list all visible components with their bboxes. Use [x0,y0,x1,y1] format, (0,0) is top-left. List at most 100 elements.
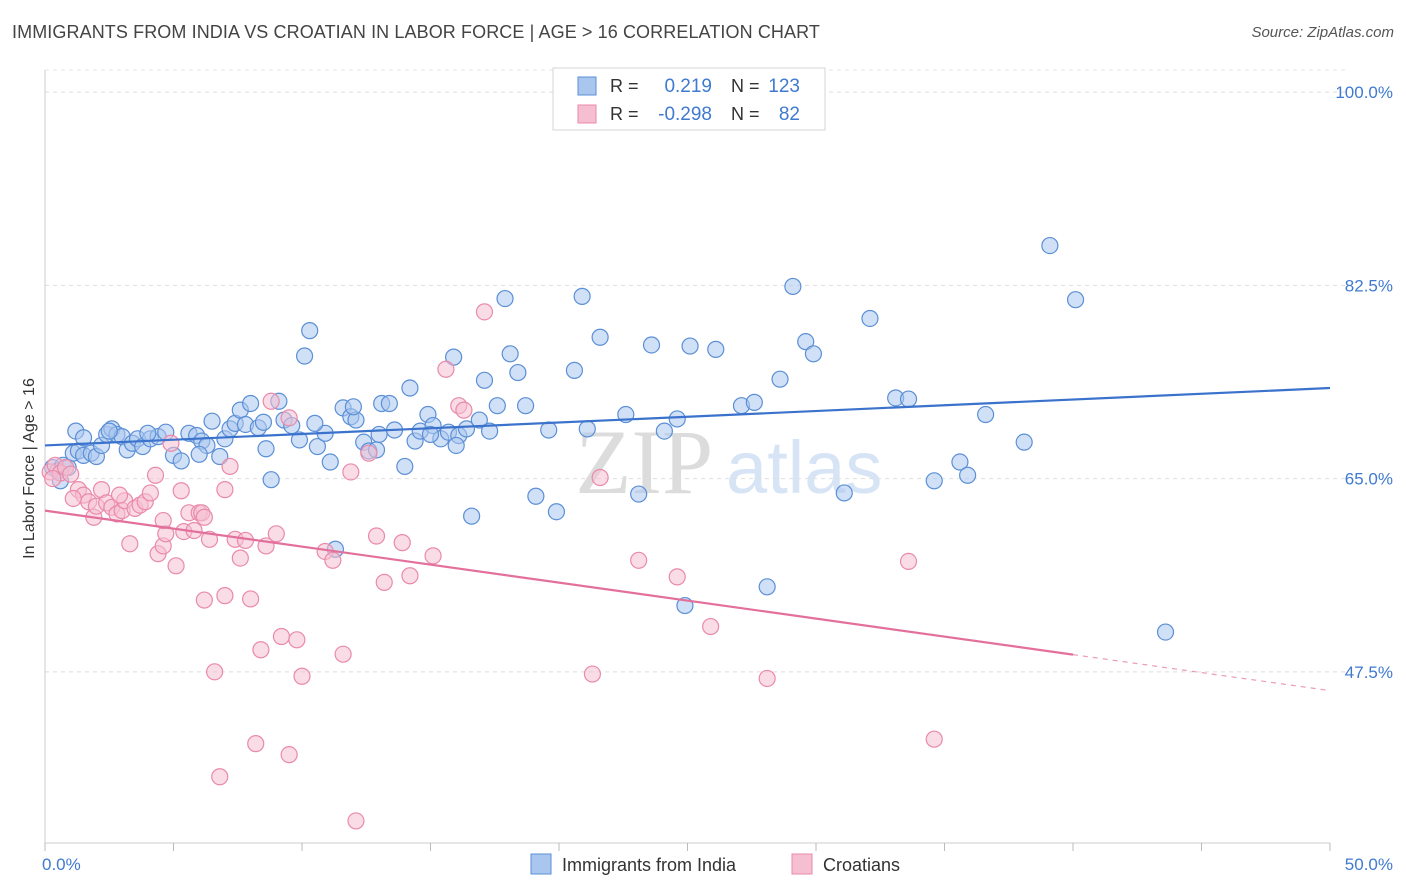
croatian-point [401,567,419,585]
india-point [445,348,463,366]
y-tick-label: 100.0% [1335,83,1393,102]
india-point [797,333,815,351]
india-point [380,394,398,413]
india-point [139,424,157,442]
croatian-point [324,551,342,569]
croatian-point [758,669,776,688]
india-point [401,379,419,397]
croatian-point [288,631,306,649]
croatian-point [200,530,219,548]
croatian-point [167,557,185,575]
y-tick-label: 65.0% [1345,470,1393,489]
series-india [44,236,1175,641]
legend-r-value: 0.219 [664,76,712,97]
legend-r-value: -0.298 [658,104,712,125]
croatian-point [280,409,298,427]
bottom-legend-label-croatian: Croatians [823,855,900,875]
croatian-point [630,551,648,569]
legend-n-value: 82 [779,104,800,125]
india-point [668,410,686,428]
bottom-legend-label-india: Immigrants from India [562,855,737,875]
x-tick-label: 0.0% [42,855,81,874]
croatian-point [216,587,234,605]
croatian-point [231,549,249,567]
india-point [642,336,661,354]
india-point [959,466,977,484]
india-point [591,328,609,346]
croatian-point [360,444,378,462]
croatian-point [668,568,686,586]
croatian-trend-line [44,509,1074,656]
india-point [463,507,481,525]
croatian-point [110,486,129,504]
bottom-legend: Immigrants from India Croatians [530,853,900,875]
legend-r-label: R = [610,76,639,96]
india-point [578,420,596,438]
croatian-point [272,627,291,646]
croatian-point [64,489,82,508]
croatian-point [367,527,386,545]
croatian-point [583,665,602,683]
india-point [681,337,699,355]
india-point [899,390,918,408]
croatian-point [146,466,165,484]
india-point [475,371,494,389]
india-point [861,309,879,328]
india-point [172,452,190,470]
croatian-point [334,645,352,663]
india-point [655,422,673,440]
x-tick-label: 50.0% [1345,855,1393,874]
croatian-point [455,401,473,419]
y-tick-label: 82.5% [1345,276,1393,295]
croatian-point [195,508,213,526]
india-point [257,440,275,458]
croatian-point [216,481,234,499]
croatian-point [247,735,265,753]
india-point [516,397,535,415]
india-point [321,453,339,471]
croatian-point [195,591,213,609]
croatian-point [475,303,494,321]
croatian-trend-extension [1072,654,1331,692]
croatian-point [347,812,365,830]
croatian-point [252,641,270,659]
croatian-point [267,525,285,543]
india-point [262,471,280,489]
y-axis-label: In Labor Force | Age > 16 [21,378,38,559]
legend-n-label: N = [731,104,760,124]
india-point [447,436,465,455]
india-point [242,394,260,413]
croatian-point [280,746,298,764]
source-label: Source: ZipAtlas.com [1251,24,1394,41]
india-point [1015,433,1033,451]
croatian-point [899,552,918,571]
croatian-point [342,463,360,481]
india-point [421,425,440,444]
india-point [547,503,566,521]
india-point [306,414,324,432]
india-point [977,405,995,424]
legend-swatch-croatian [577,104,597,124]
india-point [784,277,802,296]
croatian-point [141,484,159,502]
legend-swatch-india [577,76,597,96]
india-point [301,322,319,340]
legend-frame [552,67,826,131]
india-point [488,397,506,415]
india-point [203,412,221,430]
legend-n-value: 123 [768,76,800,97]
croatian-point [211,768,229,786]
croatian-point [221,457,239,476]
india-point [745,393,763,411]
legend-n-label: N = [731,76,760,96]
croatian-point [393,534,411,552]
croatian-point [293,667,311,685]
india-point [457,420,476,438]
india-point [707,340,725,358]
croatian-point [62,465,80,483]
india-point [1041,236,1059,255]
croatian-point [591,468,609,487]
india-point [211,447,229,466]
croatian-point [206,663,224,681]
watermark-atlas: atlas [726,426,882,509]
